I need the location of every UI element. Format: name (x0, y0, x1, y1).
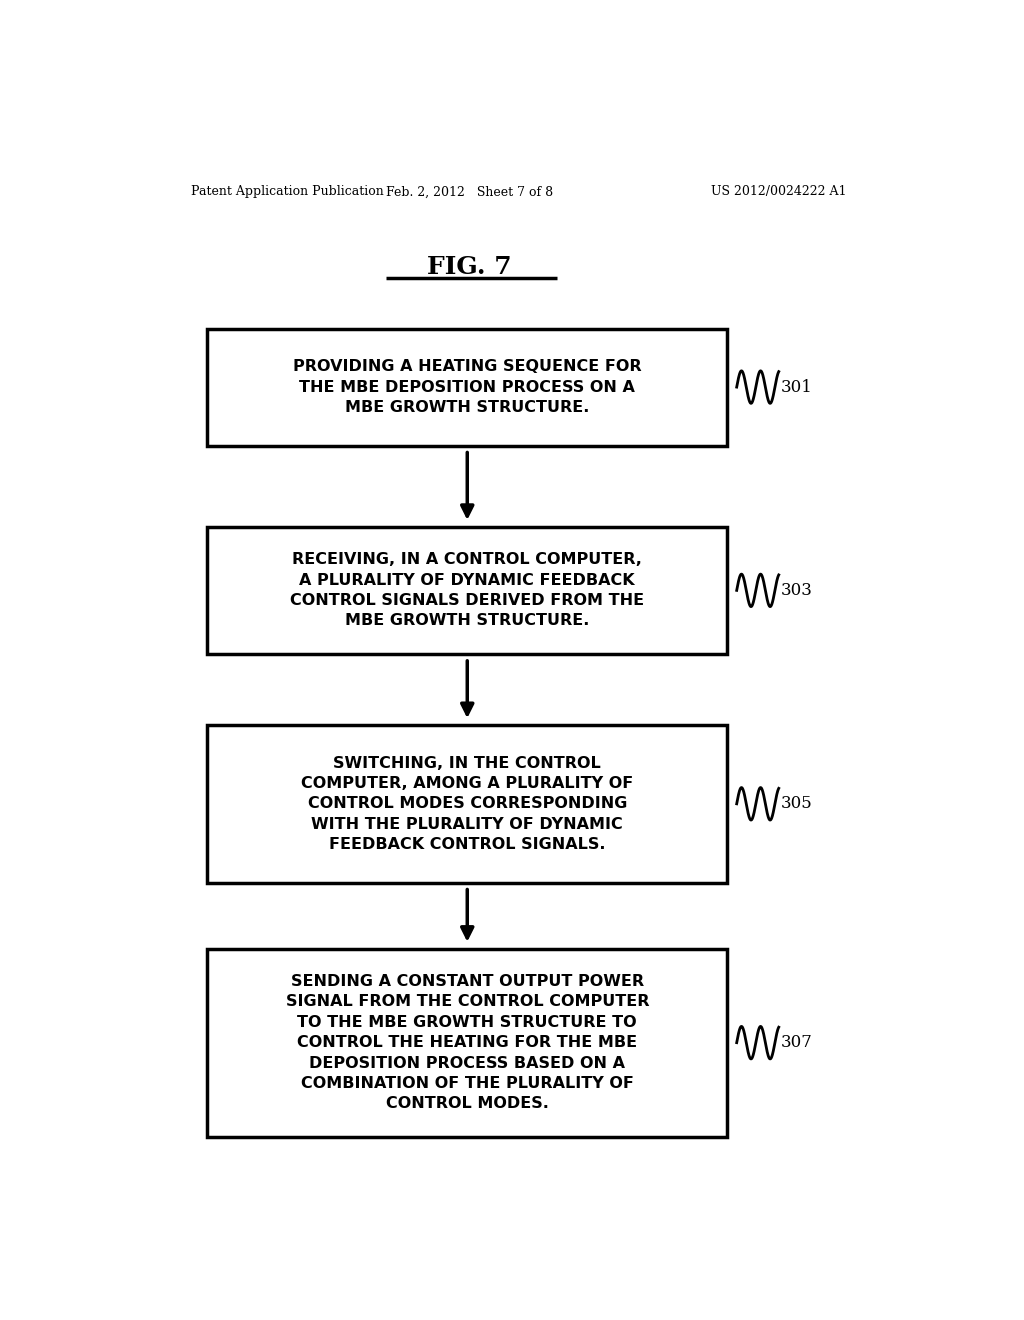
Bar (207, 329, 727, 446)
Text: FIG. 7: FIG. 7 (427, 255, 512, 279)
Text: SENDING A CONSTANT OUTPUT POWER
SIGNAL FROM THE CONTROL COMPUTER
TO THE MBE GROW: SENDING A CONSTANT OUTPUT POWER SIGNAL F… (286, 974, 649, 1111)
Text: Feb. 2, 2012   Sheet 7 of 8: Feb. 2, 2012 Sheet 7 of 8 (386, 185, 553, 198)
Text: 305: 305 (781, 796, 813, 812)
Bar (207, 725, 727, 883)
Text: 307: 307 (781, 1034, 813, 1051)
Text: RECEIVING, IN A CONTROL COMPUTER,
A PLURALITY OF DYNAMIC FEEDBACK
CONTROL SIGNAL: RECEIVING, IN A CONTROL COMPUTER, A PLUR… (290, 552, 644, 628)
Text: SWITCHING, IN THE CONTROL
COMPUTER, AMONG A PLURALITY OF
CONTROL MODES CORRESPON: SWITCHING, IN THE CONTROL COMPUTER, AMON… (301, 755, 634, 853)
Text: 301: 301 (781, 379, 813, 396)
Text: PROVIDING A HEATING SEQUENCE FOR
THE MBE DEPOSITION PROCESS ON A
MBE GROWTH STRU: PROVIDING A HEATING SEQUENCE FOR THE MBE… (293, 359, 642, 414)
Text: US 2012/0024222 A1: US 2012/0024222 A1 (711, 185, 847, 198)
Text: 303: 303 (781, 582, 813, 599)
Bar (207, 949, 727, 1137)
Bar (207, 527, 727, 653)
Text: Patent Application Publication: Patent Application Publication (191, 185, 384, 198)
